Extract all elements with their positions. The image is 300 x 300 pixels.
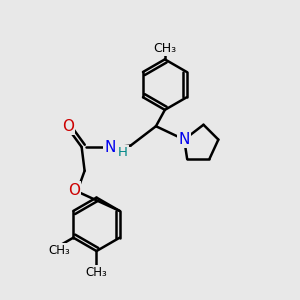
Text: O: O xyxy=(62,119,74,134)
Text: CH₃: CH₃ xyxy=(85,266,107,279)
Text: N: N xyxy=(178,132,190,147)
Text: H: H xyxy=(118,146,128,159)
Text: N: N xyxy=(104,140,116,154)
Text: CH₃: CH₃ xyxy=(153,42,176,55)
Text: CH₃: CH₃ xyxy=(48,244,70,257)
Text: O: O xyxy=(68,183,80,198)
